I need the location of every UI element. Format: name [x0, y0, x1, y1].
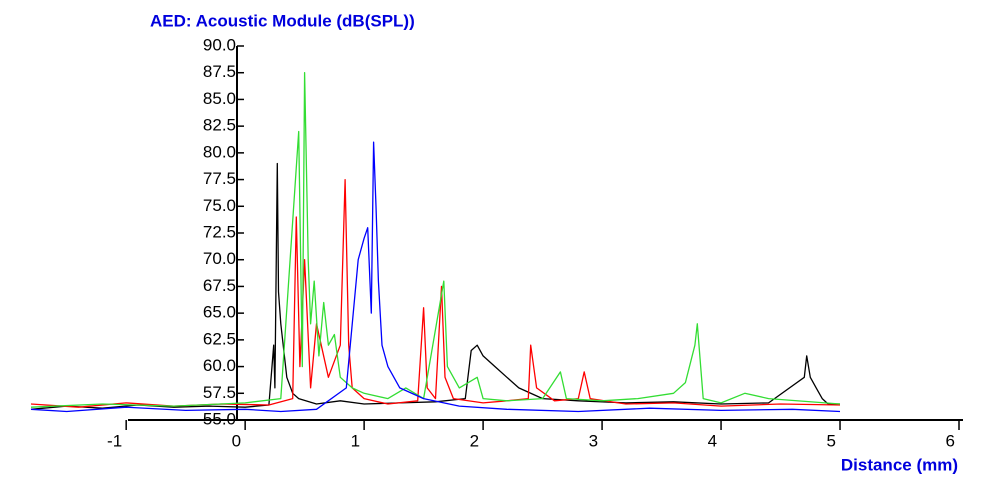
x-tick-label: 0 — [232, 431, 241, 450]
x-tick-label: 3 — [589, 431, 598, 450]
series-line — [30, 72, 841, 408]
y-tick-label: 67.5 — [203, 276, 236, 295]
x-tick-label: 2 — [470, 431, 479, 450]
y-tick-label: 87.5 — [203, 62, 236, 81]
x-tick-label: 5 — [827, 431, 836, 450]
y-tick-label: 72.5 — [203, 222, 236, 241]
y-tick-label: 80.0 — [203, 142, 236, 161]
y-tick-label: 77.5 — [203, 169, 236, 188]
series-line — [30, 141, 841, 413]
y-tick-label: 57.5 — [203, 383, 236, 402]
series-line — [30, 178, 841, 408]
y-tick-label: 82.5 — [203, 116, 236, 135]
y-tick-label: 70.0 — [203, 249, 236, 268]
y-tick-label: 85.0 — [203, 89, 236, 108]
y-tick-label: 75.0 — [203, 196, 236, 215]
x-axis-label: Distance (mm) — [841, 455, 958, 474]
chart-title: AED: Acoustic Module (dB(SPL)) — [150, 11, 415, 30]
series-line — [30, 162, 840, 410]
x-tick-label: 6 — [946, 431, 955, 450]
x-tick-label: 4 — [708, 431, 717, 450]
y-tick-label: 62.5 — [203, 329, 236, 348]
y-tick-label: 60.0 — [203, 356, 236, 375]
y-tick-label: 65.0 — [203, 303, 236, 322]
y-tick-label: 90.0 — [203, 35, 236, 54]
x-tick-label: 1 — [351, 431, 360, 450]
y-tick-label: 55.0 — [203, 409, 236, 428]
x-tick-label: -1 — [107, 431, 122, 450]
